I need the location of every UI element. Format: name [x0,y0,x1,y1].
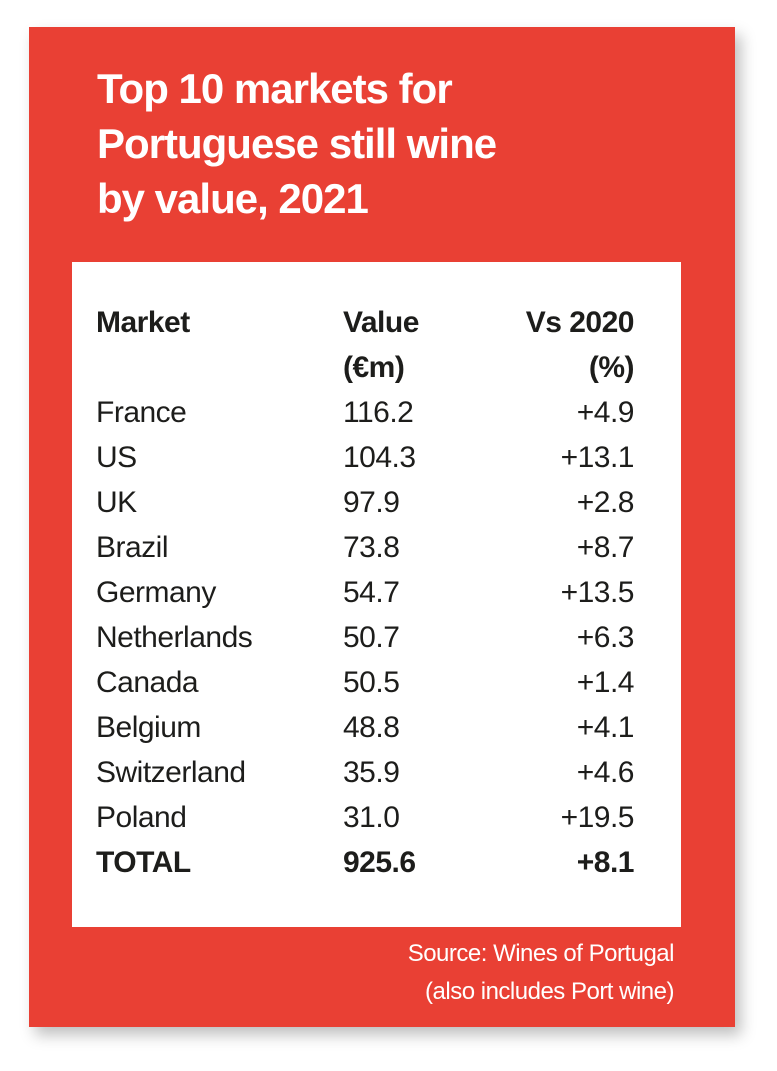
table-row: Brazil 73.8 +8.7 [96,525,635,570]
chart-title: Top 10 markets for Portuguese still wine… [97,61,657,226]
value-cell: 48.8 [343,711,400,744]
source-note: Source: Wines of Portugal (also includes… [407,935,675,1011]
table-row: Germany 54.7 +13.5 [96,570,635,615]
header-market-unit [96,345,343,390]
table-row: US 104.3 +13.1 [96,435,635,480]
markets-table: Market Value Vs 2020 (€m) (%) France 116.… [96,300,635,885]
header-value: Value [343,306,419,339]
value-cell: 35.9 [343,756,400,789]
value-cell: 50.5 [343,666,400,699]
header-row-units: (€m) (%) [96,345,635,390]
table-row: Poland 31.0 +19.5 [96,795,635,840]
change-cell: +1.4 [576,666,635,699]
table-row: Belgium 48.8 +4.1 [96,705,635,750]
total-row: TOTAL 925.6 +8.1 [96,840,635,885]
title-line: by value, 2021 [97,175,369,222]
market-cell: UK [96,486,137,519]
value-cell: 54.7 [343,576,400,609]
value-cell: 925.6 [343,846,416,879]
change-cell: +6.3 [576,621,635,654]
value-cell: 50.7 [343,621,400,654]
source-line: Source: Wines of Portugal [407,940,675,967]
table-row: France 116.2 +4.9 [96,390,635,435]
market-cell: France [96,396,187,429]
value-cell: 97.9 [343,486,400,519]
header-row: Market Value Vs 2020 [96,300,635,345]
change-cell: +2.8 [576,486,635,519]
change-cell: +19.5 [560,801,635,834]
market-cell: TOTAL [96,846,191,879]
change-cell: +13.1 [560,441,635,474]
table-row: Netherlands 50.7 +6.3 [96,615,635,660]
market-cell: Switzerland [96,756,246,789]
change-cell: +8.7 [576,531,635,564]
market-cell: Netherlands [96,621,253,654]
market-cell: US [96,441,137,474]
table-row: UK 97.9 +2.8 [96,480,635,525]
header-market: Market [96,306,190,339]
value-cell: 116.2 [343,396,414,429]
market-cell: Poland [96,801,187,834]
market-cell: Canada [96,666,199,699]
change-cell: +4.6 [576,756,635,789]
market-cell: Germany [96,576,216,609]
infographic-panel: Top 10 markets for Portuguese still wine… [29,27,735,1027]
title-line: Portuguese still wine [97,120,497,167]
change-cell: +8.1 [576,846,635,879]
table-row: Switzerland 35.9 +4.6 [96,750,635,795]
value-cell: 31.0 [343,801,400,834]
header-value-unit: (€m) [343,351,405,384]
market-cell: Brazil [96,531,169,564]
value-cell: 104.3 [343,441,416,474]
change-cell: +13.5 [560,576,635,609]
title-line: Top 10 markets for [97,65,453,112]
change-cell: +4.9 [576,396,635,429]
value-cell: 73.8 [343,531,400,564]
table-card: Market Value Vs 2020 (€m) (%) France 116.… [72,262,681,927]
table-row: Canada 50.5 +1.4 [96,660,635,705]
source-line: (also includes Port wine) [425,978,674,1005]
header-change-unit: (%) [588,351,635,384]
change-cell: +4.1 [576,711,635,744]
market-cell: Belgium [96,711,201,744]
header-change: Vs 2020 [525,306,635,339]
